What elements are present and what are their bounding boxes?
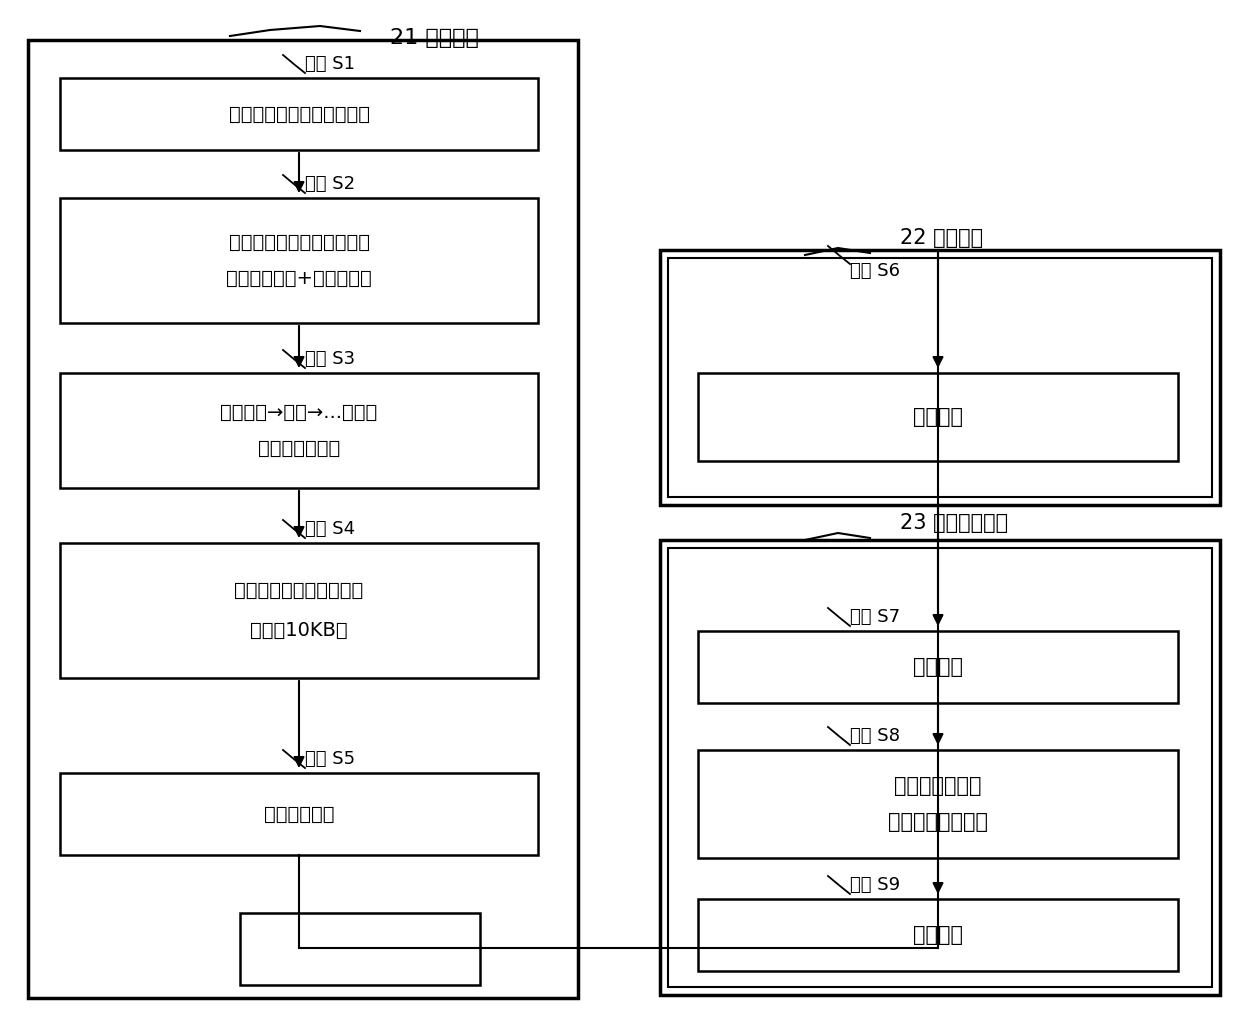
Bar: [698, 373, 1178, 461]
Text: 步骤 S9: 步骤 S9: [849, 876, 900, 894]
Text: 将数据相加并判别数据量: 将数据相加并判别数据量: [234, 581, 363, 600]
Text: （确认坐标位置）: （确认坐标位置）: [888, 812, 988, 832]
Bar: [660, 250, 1220, 505]
Text: 步骤 S1: 步骤 S1: [305, 55, 355, 73]
Bar: [698, 750, 1178, 858]
Text: 步骤 S4: 步骤 S4: [305, 520, 355, 538]
Text: （例：点密度+位置坐标）: （例：点密度+位置坐标）: [226, 269, 372, 288]
Text: 21 中心装置: 21 中心装置: [391, 28, 479, 48]
Text: 步骤 S8: 步骤 S8: [849, 727, 900, 745]
Text: 23 移动信息装置: 23 移动信息装置: [900, 513, 1008, 533]
Bar: [29, 40, 578, 998]
Text: 分解写入数据并附加优先级: 分解写入数据并附加优先级: [228, 233, 370, 252]
Text: 步骤 S5: 步骤 S5: [305, 750, 355, 768]
Bar: [60, 773, 538, 855]
Bar: [698, 631, 1178, 703]
Text: 对数据进行排序: 对数据进行排序: [258, 439, 340, 458]
Text: 数据发送处理: 数据发送处理: [264, 805, 335, 823]
Bar: [60, 373, 538, 488]
Text: 步骤 S3: 步骤 S3: [305, 350, 355, 368]
Text: 步骤 S7: 步骤 S7: [849, 608, 900, 626]
Text: （最大10KB）: （最大10KB）: [250, 621, 347, 640]
Bar: [668, 547, 1211, 987]
Text: 对数据进行排序: 对数据进行排序: [894, 776, 982, 796]
Bar: [60, 198, 538, 323]
Bar: [60, 79, 538, 150]
Bar: [60, 543, 538, 678]
Text: 写入到手写信息输入装置中: 写入到手写信息输入装置中: [228, 104, 370, 124]
Text: 接收数据: 接收数据: [913, 657, 963, 677]
Bar: [241, 913, 480, 985]
Text: 22 通信装置: 22 通信装置: [900, 228, 983, 248]
Bar: [698, 899, 1178, 971]
Text: 步骤 S2: 步骤 S2: [305, 175, 355, 193]
Bar: [660, 540, 1220, 995]
Text: 按最重要→重要→...的顺序: 按最重要→重要→...的顺序: [221, 403, 378, 422]
Text: 显示数据: 显示数据: [913, 925, 963, 945]
Text: 通信处理: 通信处理: [913, 407, 963, 427]
Bar: [668, 258, 1211, 497]
Text: 步骤 S6: 步骤 S6: [849, 262, 900, 280]
